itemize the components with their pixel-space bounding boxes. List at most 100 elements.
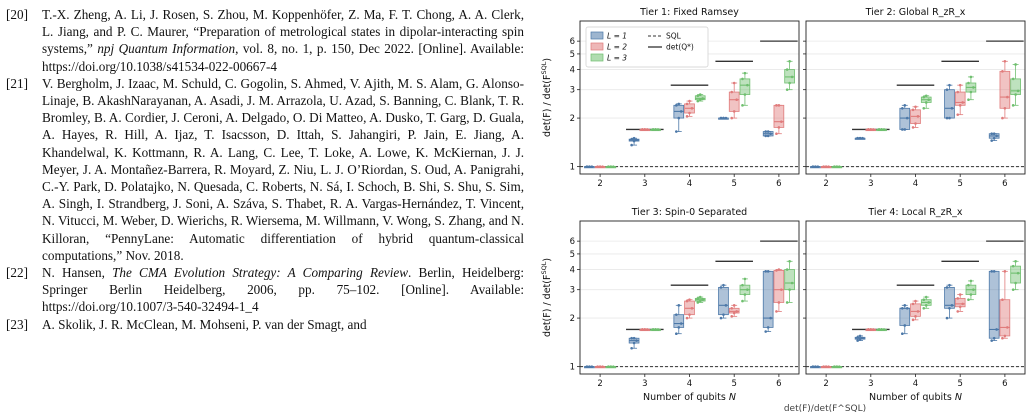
- data-point: [1001, 70, 1004, 73]
- data-point: [948, 83, 951, 87]
- data-point: [911, 318, 915, 322]
- data-point: [901, 106, 904, 110]
- y-tick-label: 3: [570, 86, 575, 96]
- data-point: [1003, 59, 1007, 63]
- data-point: [741, 299, 744, 303]
- data-point: [956, 297, 960, 300]
- figure-panel: Tier 1: Fixed Ramsey 2 3 4 5 6 1 2 3 4 5 6 det(F) / …: [530, 0, 1035, 414]
- data-point: [861, 136, 864, 140]
- data-point: [992, 336, 996, 340]
- data-point: [1003, 106, 1007, 110]
- data-point: [651, 328, 655, 331]
- data-point: [911, 108, 915, 112]
- reference-text: A. Skolik, J. R. McClean, M. Mohseni, P.…: [42, 316, 367, 332]
- data-point: [766, 130, 770, 133]
- data-point: [601, 365, 604, 368]
- data-point: [651, 128, 655, 131]
- legend-box: [585, 26, 709, 68]
- data-point: [735, 98, 738, 102]
- data-point: [730, 90, 734, 94]
- reference-item: [20] T.-X. Zheng, A. Li, J. Rosen, S. Zho…: [6, 6, 524, 75]
- legend-swatch: [590, 42, 604, 51]
- y-tick-label: 1: [570, 363, 575, 373]
- legend-label: L = 1: [607, 32, 627, 41]
- data-point: [677, 326, 681, 329]
- data-point: [732, 304, 736, 307]
- data-point: [856, 335, 859, 339]
- data-point: [990, 132, 994, 136]
- box-1: [773, 270, 785, 303]
- data-point: [882, 128, 886, 131]
- data-point: [948, 283, 951, 287]
- data-point: [719, 316, 723, 320]
- data-point: [911, 302, 915, 306]
- data-point: [690, 106, 694, 110]
- panel-title: Tier 1: Fixed Ramsey: [639, 7, 739, 18]
- data-point: [901, 128, 904, 131]
- data-point: [719, 286, 723, 289]
- x-tick-label: 6: [1002, 379, 1007, 389]
- data-point: [743, 71, 747, 75]
- data-point: [596, 165, 599, 168]
- data-point: [956, 113, 960, 116]
- data-point: [916, 115, 920, 118]
- data-point: [730, 315, 734, 318]
- x-tick-label: 2: [597, 179, 602, 189]
- data-point: [972, 86, 975, 89]
- data-point: [950, 304, 954, 307]
- data-point: [924, 101, 928, 104]
- data-point: [880, 128, 883, 131]
- x-tick-label: 6: [776, 379, 781, 389]
- data-point: [701, 298, 704, 302]
- y-tick-label: 4: [570, 66, 575, 76]
- data-point: [635, 138, 638, 142]
- data-point: [788, 59, 791, 63]
- data-point: [598, 365, 602, 368]
- reference-list: [20] T.-X. Zheng, A. Li, J. Rosen, S. Zho…: [6, 6, 524, 333]
- data-point: [611, 365, 615, 368]
- chart-panel-3: Tier 3: Spin-0 Separated 2 3 4 5 6 1 2 3 4 5 6 det(F…: [540, 207, 800, 403]
- data-point: [690, 306, 694, 310]
- data-point: [635, 339, 638, 342]
- box-2: [1010, 78, 1021, 95]
- data-point: [766, 134, 770, 138]
- reference-text: N. Hansen,: [42, 265, 113, 281]
- x-tick-label: 5: [957, 179, 962, 189]
- data-point: [766, 326, 770, 329]
- data-point: [969, 279, 973, 283]
- reference-item: [22] N. Hansen, The CMA Evolution Strateg…: [6, 264, 524, 316]
- data-point: [945, 316, 949, 320]
- box-1: [999, 299, 1011, 337]
- data-point: [914, 299, 917, 303]
- data-point: [777, 104, 781, 107]
- data-point: [590, 365, 594, 368]
- data-point: [719, 116, 723, 120]
- x-tick-label: 5: [731, 379, 736, 389]
- panel-title: Tier 3: Spin-0 Separated: [631, 207, 747, 218]
- axes-frame: [805, 20, 1026, 175]
- x-tick-label: 3: [642, 379, 647, 389]
- data-point: [698, 299, 702, 303]
- data-point: [816, 365, 820, 368]
- box-1: [954, 91, 966, 106]
- data-point: [1003, 270, 1007, 273]
- data-point: [632, 336, 636, 340]
- y-tick-label: 5: [570, 50, 575, 60]
- data-point: [685, 102, 689, 106]
- data-point: [679, 110, 683, 113]
- data-point: [788, 81, 791, 85]
- panel-title: Tier 4: Local R_zR_x: [867, 207, 963, 218]
- data-point: [645, 328, 649, 331]
- reference-item: [21] V. Bergholm, J. Izaac, M. Schuld, C.…: [6, 75, 524, 264]
- data-point: [688, 111, 691, 115]
- data-point: [775, 310, 778, 313]
- data-point: [775, 132, 778, 136]
- y-tick-label: 4: [570, 266, 575, 276]
- data-point: [685, 316, 689, 320]
- data-point: [630, 137, 633, 141]
- data-point: [990, 339, 994, 342]
- data-point: [833, 165, 836, 168]
- data-point: [675, 313, 678, 316]
- data-point: [701, 97, 704, 100]
- y-tick-label: 2: [570, 114, 575, 124]
